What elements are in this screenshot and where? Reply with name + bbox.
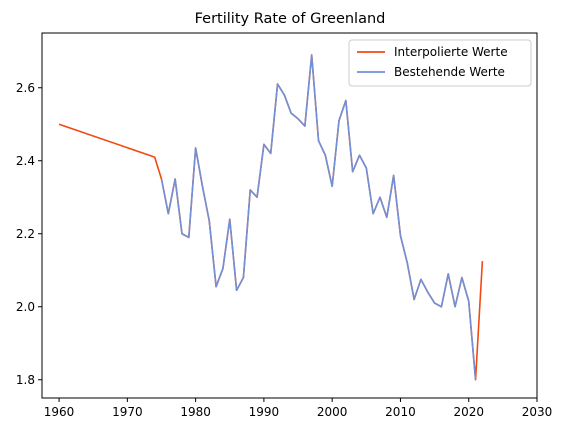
x-tick-label: 1970 bbox=[112, 405, 143, 419]
legend-box bbox=[348, 39, 532, 87]
y-tick-label: 1.8 bbox=[16, 373, 35, 387]
legend-label-1: Interpolierte Werte bbox=[394, 45, 508, 59]
x-tick-label: 2030 bbox=[522, 405, 553, 419]
legend: Interpolierte Werte Bestehende Werte bbox=[348, 39, 532, 87]
x-axis: 1960 1970 1980 1990 2000 2010 2020 2030 bbox=[44, 398, 552, 419]
x-tick-label: 1990 bbox=[249, 405, 280, 419]
series-layer bbox=[58, 54, 484, 381]
y-tick-label: 2.0 bbox=[16, 300, 35, 314]
x-tick-label: 2010 bbox=[385, 405, 416, 419]
x-tick-label: 1980 bbox=[180, 405, 211, 419]
x-tick-label: 2020 bbox=[453, 405, 484, 419]
series-line-2 bbox=[160, 54, 477, 380]
series-line-1 bbox=[58, 54, 484, 381]
y-tick-label: 2.4 bbox=[16, 154, 35, 168]
legend-label-2: Bestehende Werte bbox=[394, 65, 505, 79]
plot-frame bbox=[41, 32, 538, 399]
x-tick-label: 1960 bbox=[44, 405, 75, 419]
x-tick-label: 2000 bbox=[317, 405, 348, 419]
y-axis: 1.8 2.0 2.2 2.4 2.6 bbox=[16, 81, 42, 387]
chart-title: Fertility Rate of Greenland bbox=[195, 11, 386, 27]
y-tick-label: 2.6 bbox=[16, 81, 35, 95]
y-tick-label: 2.2 bbox=[16, 227, 35, 241]
